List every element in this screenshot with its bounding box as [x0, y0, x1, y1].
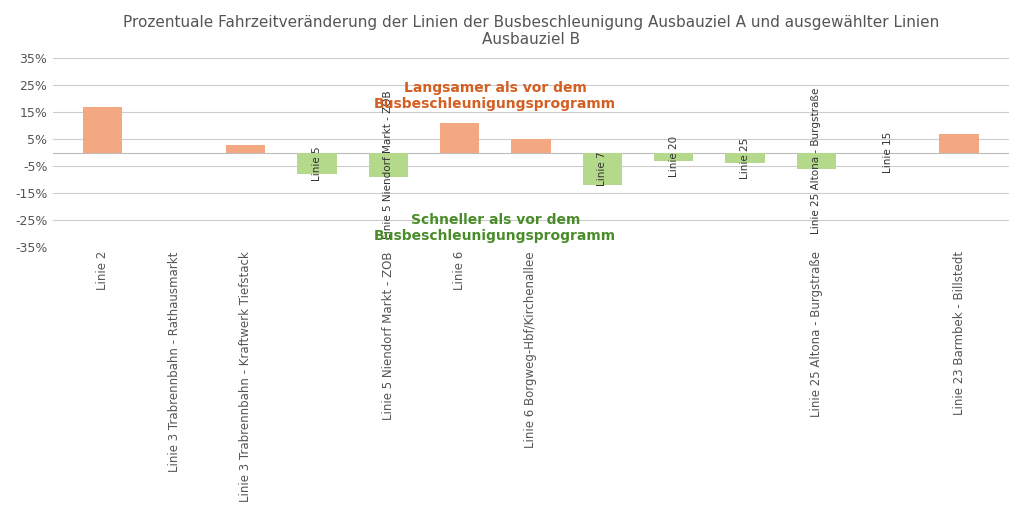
- Text: Langsamer als vor dem
Busbeschleunigungsprogramm: Langsamer als vor dem Busbeschleunigungs…: [374, 81, 616, 111]
- Bar: [297, 153, 337, 174]
- Text: Linie 15: Linie 15: [883, 132, 893, 173]
- Text: Linie 5 Niendorf Markt - ZOB: Linie 5 Niendorf Markt - ZOB: [383, 90, 393, 239]
- Text: Linie 7: Linie 7: [597, 151, 607, 186]
- Text: Linie 25: Linie 25: [740, 138, 750, 179]
- Bar: [939, 134, 979, 153]
- Bar: [511, 139, 551, 153]
- Text: Linie 5: Linie 5: [312, 146, 322, 181]
- Text: Linie 25 Altona - Burgstraße: Linie 25 Altona - Burgstraße: [811, 87, 821, 234]
- Title: Prozentuale Fahrzeitveränderung der Linien der Busbeschleunigung Ausbauziel A un: Prozentuale Fahrzeitveränderung der Lini…: [123, 15, 939, 48]
- Bar: [83, 107, 123, 153]
- Bar: [226, 145, 265, 153]
- Bar: [654, 153, 693, 161]
- Bar: [440, 123, 479, 153]
- Text: Schneller als vor dem
Busbeschleunigungsprogramm: Schneller als vor dem Busbeschleunigungs…: [374, 213, 616, 244]
- Text: Linie 20: Linie 20: [669, 136, 679, 177]
- Bar: [725, 153, 765, 163]
- Bar: [797, 153, 836, 169]
- Bar: [583, 153, 622, 185]
- Bar: [369, 153, 408, 177]
